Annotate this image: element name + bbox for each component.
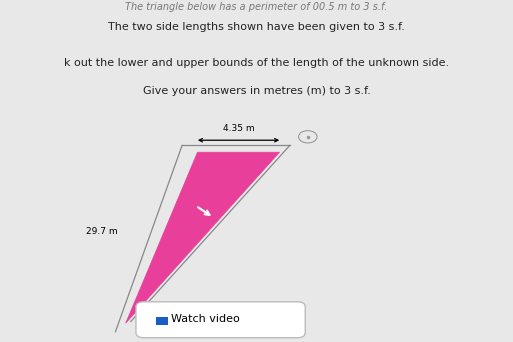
Text: The two side lengths shown have been given to 3 s.f.: The two side lengths shown have been giv… [108,22,405,32]
Polygon shape [126,152,280,323]
Text: k out the lower and upper bounds of the length of the unknown side.: k out the lower and upper bounds of the … [64,58,449,68]
Bar [156,317,168,325]
Text: Watch video: Watch video [171,314,240,324]
Text: Give your answers in metres (m) to 3 s.f.: Give your answers in metres (m) to 3 s.f… [143,86,370,95]
Text: 4.35 m: 4.35 m [223,124,254,133]
Text: The triangle below has a perimeter of 00.5 m to 3 s.f.: The triangle below has a perimeter of 00… [125,2,388,12]
FancyBboxPatch shape [136,302,305,338]
Text: 29.7 m: 29.7 m [86,227,118,236]
